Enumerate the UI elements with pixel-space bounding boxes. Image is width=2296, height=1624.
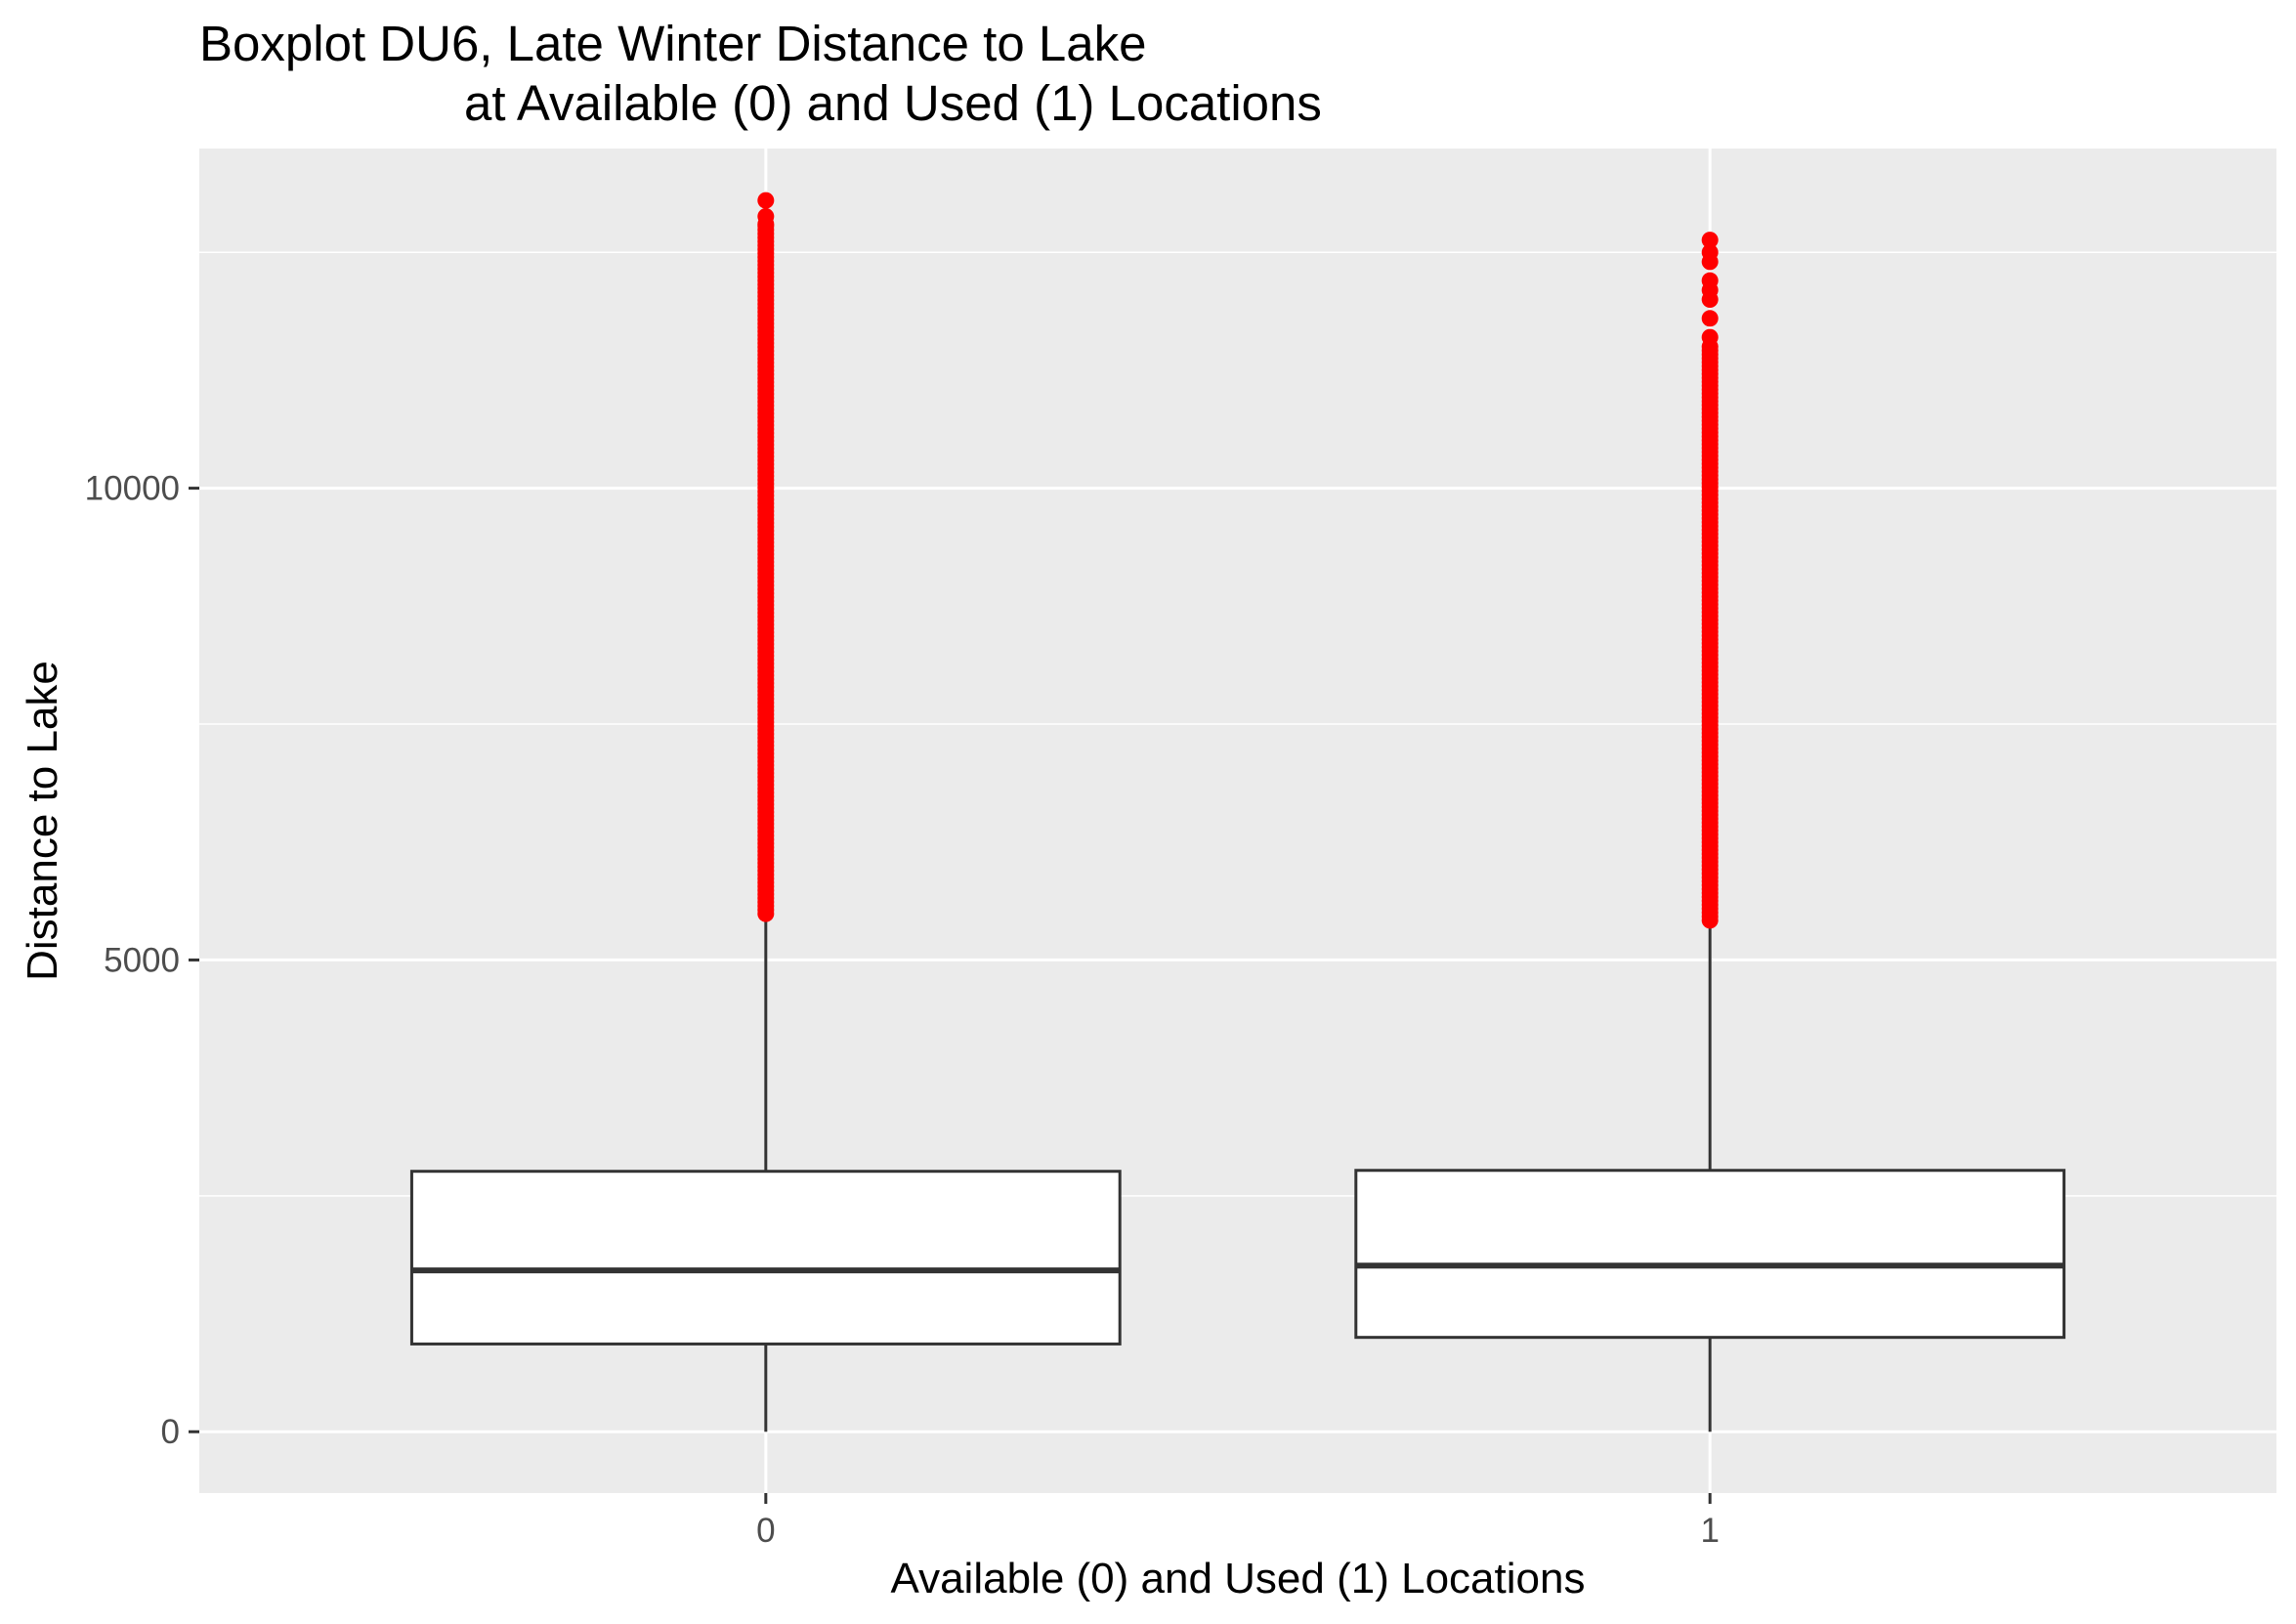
outlier-point <box>757 215 775 233</box>
box-category-1 <box>1354 232 2066 1432</box>
y-tick-label: 0 <box>161 1413 180 1451</box>
y-axis-title: Distance to Lake <box>19 661 66 981</box>
box-category-0 <box>409 192 1122 1432</box>
box-iqr <box>1354 1169 2066 1340</box>
box-iqr <box>409 1170 1122 1346</box>
boxplot-series <box>409 192 2066 1432</box>
x-axis-title: Available (0) and Used (1) Locations <box>891 1555 1586 1603</box>
outlier-point <box>1701 232 1719 249</box>
x-tick-label: 1 <box>1700 1512 1719 1550</box>
y-tick-label: 10000 <box>85 470 180 508</box>
x-tick-label: 0 <box>756 1512 775 1550</box>
outlier-point <box>1701 290 1719 308</box>
outlier-point <box>1701 328 1719 346</box>
outlier-point <box>757 192 775 209</box>
chart-title-line-2: at Available (0) and Used (1) Locations <box>464 75 1322 131</box>
y-tick-label: 5000 <box>104 941 180 979</box>
outlier-point <box>1701 253 1719 271</box>
y-axis: 0 5000 10000 <box>85 470 199 1451</box>
outlier-point <box>1701 310 1719 327</box>
chart-title-line-1: Boxplot DU6, Late Winter Distance to Lak… <box>199 16 1146 71</box>
